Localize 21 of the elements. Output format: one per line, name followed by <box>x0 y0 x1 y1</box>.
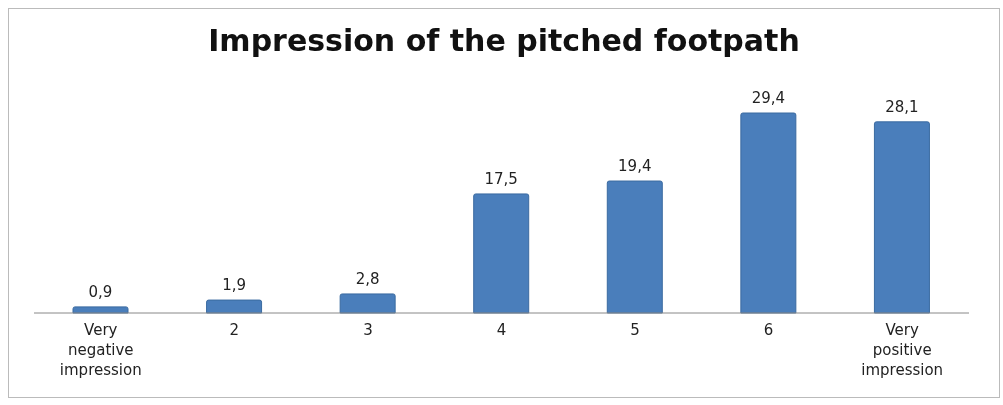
data-label: 1,9 <box>222 276 246 295</box>
data-label: 29,4 <box>751 89 786 107</box>
bar <box>339 293 396 314</box>
bar <box>606 180 663 314</box>
chart-title: Impression of the pitched footpath <box>207 22 801 60</box>
data-label: 2,8 <box>355 269 380 288</box>
bar <box>473 193 530 314</box>
x-tick-label: Very positive impression <box>861 321 944 379</box>
bar <box>740 112 797 314</box>
bar <box>873 121 930 314</box>
x-tick-label: 2 <box>229 321 240 339</box>
x-tick-label: 3 <box>363 321 373 339</box>
x-tick-label: Very negative impression <box>59 321 142 379</box>
data-label: 0,9 <box>88 282 113 301</box>
x-tick-label: 4 <box>496 321 507 339</box>
x-tick-label: 6 <box>763 321 774 339</box>
data-label: 28,1 <box>885 97 919 116</box>
x-tick-label: 5 <box>630 321 640 339</box>
data-label: 19,4 <box>618 157 652 176</box>
bar <box>206 299 263 314</box>
data-label: 17,5 <box>484 169 518 188</box>
